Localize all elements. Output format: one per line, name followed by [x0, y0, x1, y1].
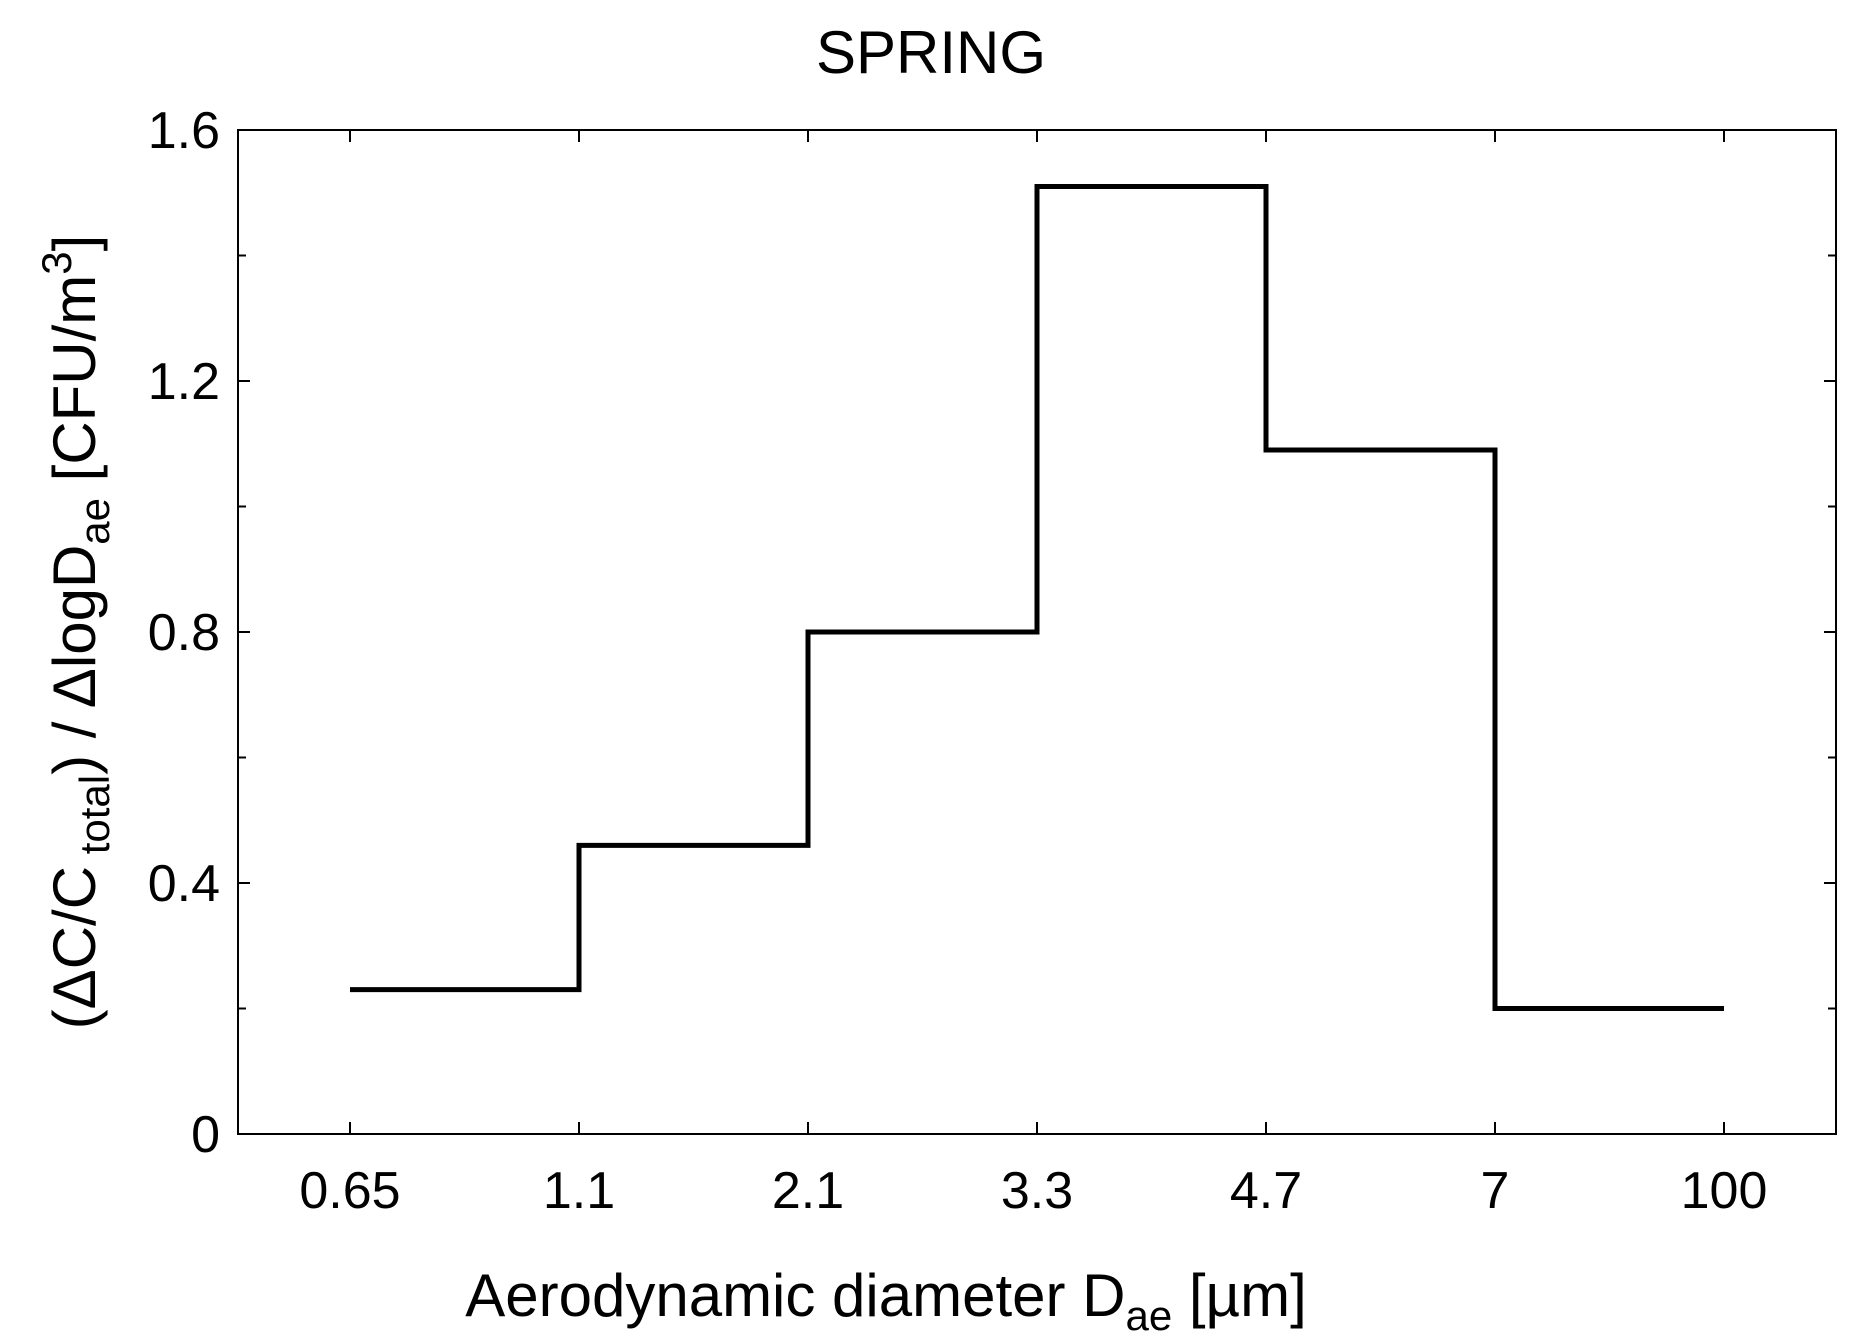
x-tick-label: 7: [1481, 1162, 1510, 1220]
y-tick-label: 0: [191, 1106, 220, 1164]
series-step-line: [350, 183, 1724, 1011]
x-axis-label-main: Aerodynamic diameter D: [465, 1262, 1125, 1329]
x-tick-label: 4.7: [1230, 1162, 1302, 1220]
x-tick-label: 2.1: [772, 1162, 844, 1220]
y-tick-label: 1.6: [148, 102, 220, 160]
y-axis-label: (ΔC/C total) / ΔlogDae [CFU/m3]: [33, 235, 118, 1030]
x-axis-ticks: 0.65 1.1 2.1 3.3 4.7 7 100: [299, 130, 1767, 1220]
y-tick-label: 0.8: [148, 604, 220, 662]
chart-title: SPRING: [816, 19, 1046, 86]
x-axis-label-unit: [µm]: [1172, 1262, 1307, 1329]
y-axis-label-subscript-ae: ae: [71, 498, 118, 545]
y-axis-label-subscript-total: total: [71, 775, 118, 866]
x-tick-label: 0.65: [299, 1162, 400, 1220]
x-axis-label: Aerodynamic diameter Dae [µm]: [465, 1262, 1307, 1336]
series-layer: [350, 183, 1724, 1011]
y-axis-label-part4: ]: [41, 235, 108, 252]
y-axis-label-part1: (ΔC/C: [41, 866, 108, 1029]
y-axis-label-part2: ) / ΔlogD: [41, 545, 108, 775]
y-axis-label-part3: [CFU/m: [41, 275, 108, 498]
x-tick-label: 3.3: [1001, 1162, 1073, 1220]
x-tick-label: 1.1: [543, 1162, 615, 1220]
y-tick-label: 0.4: [148, 855, 220, 913]
x-tick-label: 100: [1681, 1162, 1768, 1220]
y-axis-ticks: 0 0.4 0.8 1.2 1.6: [148, 102, 1836, 1164]
y-axis-label-superscript: 3: [33, 251, 80, 274]
x-axis-label-subscript: ae: [1125, 1292, 1172, 1336]
y-tick-label: 1.2: [148, 353, 220, 411]
